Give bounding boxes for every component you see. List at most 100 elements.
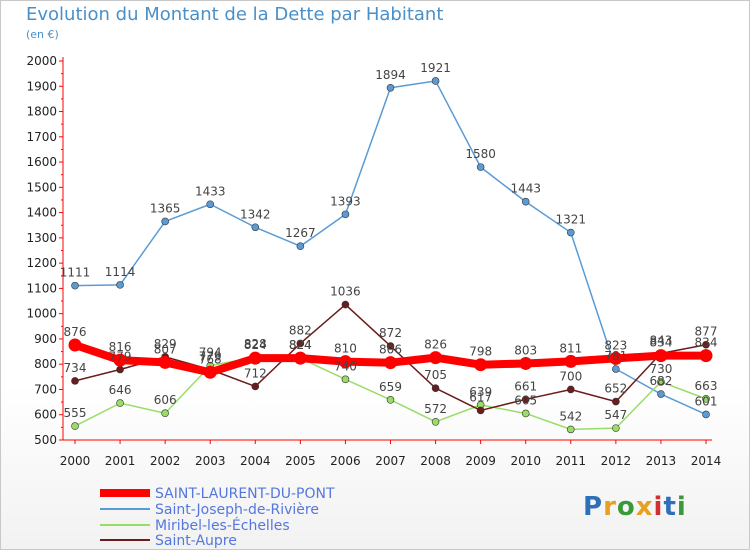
legend-label: Saint-Joseph-de-Rivière bbox=[155, 502, 319, 518]
data-label: 1894 bbox=[375, 68, 406, 82]
data-label: 882 bbox=[289, 323, 312, 337]
data-point bbox=[386, 83, 395, 92]
x-tick-label: 2014 bbox=[691, 454, 722, 468]
data-label: 572 bbox=[424, 402, 447, 416]
data-label: 712 bbox=[244, 366, 267, 380]
data-point bbox=[476, 163, 485, 171]
axes: 5006007008009001000110012001300140015001… bbox=[26, 54, 721, 468]
y-tick-label: 2000 bbox=[26, 54, 57, 68]
data-point bbox=[293, 351, 307, 365]
logo-letter: r bbox=[603, 492, 617, 522]
data-point bbox=[161, 409, 169, 418]
data-point bbox=[657, 378, 665, 386]
data-label: 768 bbox=[199, 352, 222, 366]
data-label: 807 bbox=[154, 342, 177, 356]
y-tick-label: 1300 bbox=[26, 231, 57, 245]
data-label: 1321 bbox=[556, 213, 587, 227]
data-point bbox=[521, 409, 530, 418]
data-point bbox=[386, 396, 395, 404]
y-tick-label: 1000 bbox=[26, 307, 57, 321]
data-label: 1433 bbox=[195, 184, 226, 198]
data-point bbox=[566, 425, 575, 434]
data-label: 1580 bbox=[465, 147, 496, 161]
data-label: 843 bbox=[649, 333, 672, 347]
data-label: 734 bbox=[64, 361, 87, 375]
data-point bbox=[566, 228, 575, 237]
data-point bbox=[296, 242, 305, 251]
data-label: 826 bbox=[424, 338, 447, 352]
data-point bbox=[116, 281, 124, 289]
data-point bbox=[702, 340, 710, 349]
x-tick-label: 2007 bbox=[375, 454, 406, 468]
data-point bbox=[68, 338, 82, 352]
data-point bbox=[702, 395, 710, 403]
data-point bbox=[384, 356, 397, 370]
y-tick-label: 1100 bbox=[26, 281, 57, 295]
data-label: 824 bbox=[244, 338, 267, 352]
y-tick-label: 1500 bbox=[26, 180, 57, 194]
data-point bbox=[612, 397, 620, 406]
data-point bbox=[71, 281, 79, 290]
series-layer bbox=[68, 77, 713, 434]
data-point bbox=[116, 365, 124, 374]
data-label: 682 bbox=[649, 374, 672, 388]
data-label: 617 bbox=[469, 390, 492, 404]
data-point bbox=[702, 410, 710, 419]
data-label: 740 bbox=[334, 359, 357, 373]
x-tick-label: 2005 bbox=[285, 454, 316, 468]
data-point bbox=[654, 349, 668, 363]
data-label: 806 bbox=[379, 343, 402, 357]
data-point bbox=[206, 200, 215, 209]
data-label: 1267 bbox=[285, 226, 316, 240]
y-tick-label: 600 bbox=[34, 408, 57, 422]
x-tick-label: 2002 bbox=[150, 454, 181, 468]
data-label: 652 bbox=[604, 382, 627, 396]
x-tick-label: 2000 bbox=[60, 454, 91, 468]
data-point bbox=[476, 406, 485, 415]
data-point bbox=[248, 351, 262, 365]
data-label: 810 bbox=[334, 342, 357, 356]
data-label: 700 bbox=[559, 369, 582, 383]
data-point bbox=[71, 422, 79, 430]
data-point bbox=[71, 377, 79, 385]
x-tick-label: 2009 bbox=[465, 454, 496, 468]
data-label: 1036 bbox=[330, 285, 361, 299]
data-label: 824 bbox=[289, 338, 312, 352]
logo-letter: i bbox=[676, 492, 687, 522]
data-point bbox=[612, 424, 620, 432]
data-label: 1342 bbox=[240, 207, 271, 221]
y-tick-label: 1700 bbox=[26, 130, 57, 144]
data-label: 834 bbox=[695, 336, 718, 350]
y-tick-label: 1900 bbox=[26, 79, 57, 93]
data-point bbox=[158, 355, 172, 369]
data-point bbox=[609, 351, 623, 365]
chart-title: Evolution du Montant de la Dette par Hab… bbox=[26, 4, 444, 25]
legend-label: Saint-Aupre bbox=[155, 533, 237, 549]
data-label: 829 bbox=[154, 337, 177, 351]
data-point bbox=[431, 384, 440, 393]
data-point bbox=[429, 351, 443, 365]
x-tick-label: 2006 bbox=[330, 454, 361, 468]
data-point bbox=[161, 217, 169, 226]
data-point bbox=[341, 210, 350, 219]
y-tick-label: 1200 bbox=[26, 256, 57, 270]
data-label: 816 bbox=[109, 340, 132, 354]
data-label: 661 bbox=[514, 379, 537, 393]
y-tick-label: 1600 bbox=[26, 155, 57, 169]
y-tick-label: 700 bbox=[34, 382, 57, 396]
data-label: 705 bbox=[424, 368, 447, 382]
logo-letter: i bbox=[653, 492, 664, 522]
legend-label: SAINT-LAURENT-DU-PONT bbox=[155, 486, 335, 502]
data-label: 779 bbox=[199, 350, 222, 364]
data-point bbox=[521, 395, 530, 404]
data-point bbox=[338, 355, 352, 369]
y-tick-label: 1800 bbox=[26, 105, 57, 119]
proxiti-logo: Proxiti bbox=[583, 492, 687, 522]
x-tick-label: 2003 bbox=[195, 454, 226, 468]
data-label: 542 bbox=[559, 409, 582, 423]
data-point bbox=[116, 399, 124, 407]
data-point bbox=[612, 365, 620, 373]
data-labels: 1111 1114 1365 1433 1342 1267 1393 1894 1921 1580… bbox=[60, 61, 718, 423]
logo-letter: t bbox=[663, 492, 677, 522]
data-label: 828 bbox=[244, 337, 267, 351]
